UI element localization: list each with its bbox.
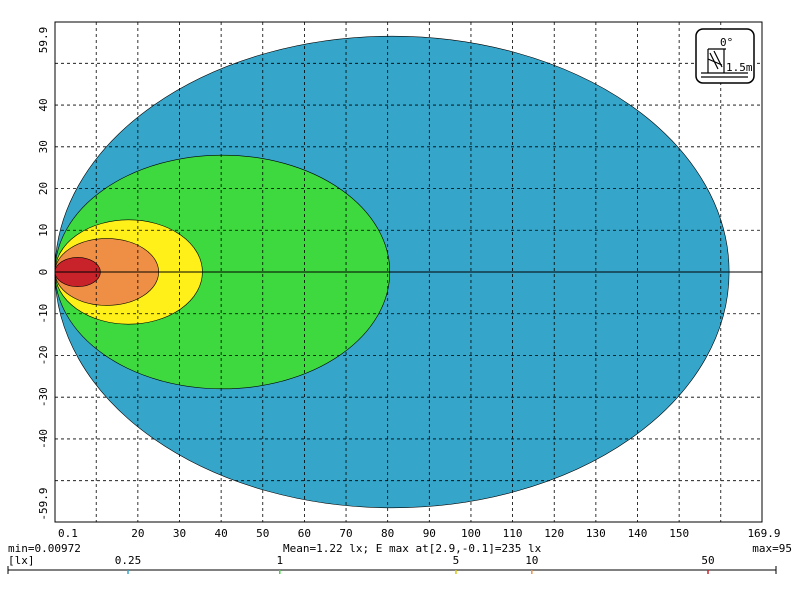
- x-tick-label: 30: [173, 527, 186, 540]
- x-tick-label: 60: [298, 527, 311, 540]
- luminaire-mounting-icon: [701, 48, 748, 78]
- y-tick-label: 0: [37, 269, 50, 276]
- x-tick-label: 169.9: [747, 527, 780, 540]
- scale-mark-label: 0.25: [115, 554, 142, 567]
- y-tick-label: -40: [37, 429, 50, 449]
- scale-mark-label: 50: [701, 554, 714, 567]
- y-tick-label: -30: [37, 387, 50, 407]
- luminaire-height-label: 1.5m: [726, 61, 753, 74]
- x-tick-label: 70: [339, 527, 352, 540]
- luminaire-icon-box: 0° 1.5m: [695, 28, 755, 84]
- mean-label: Mean=1.22 lx; E max at[2.9,-0.1]=235 lx: [283, 542, 542, 555]
- x-tick-label: 40: [215, 527, 228, 540]
- y-tick-label: -20: [37, 346, 50, 366]
- x-tick-label: 110: [503, 527, 523, 540]
- scale-mark-label: 10: [525, 554, 538, 567]
- grid-layer: [55, 22, 762, 522]
- y-tick-labels: 59.9 40 30 20 10 0 -10 -20 -30 -40 -59.9: [37, 27, 50, 521]
- y-tick-label: 30: [37, 140, 50, 153]
- luminaire-angle-label: 0°: [720, 36, 733, 49]
- x-tick-label: 100: [461, 527, 481, 540]
- x-tick-label: 80: [381, 527, 394, 540]
- scale-mark-label: 1: [276, 554, 283, 567]
- y-tick-label: 59.9: [37, 27, 50, 54]
- y-tick-label: -59.9: [37, 487, 50, 520]
- x-tick-label: 120: [544, 527, 564, 540]
- x-tick-label: 20: [131, 527, 144, 540]
- x-tick-label: 50: [256, 527, 269, 540]
- scale-mark-label: 5: [453, 554, 460, 567]
- x-tick-label: 140: [628, 527, 648, 540]
- x-tick-labels: 0.1 20 30 40 50 60 70 80 90 100 110 120 130 140 150 169…: [58, 527, 781, 540]
- y-tick-label: 40: [37, 98, 50, 111]
- x-tick-label: 0.1: [58, 527, 78, 540]
- x-tick-label: 90: [423, 527, 436, 540]
- x-tick-label: 150: [669, 527, 689, 540]
- plot-frame: [54, 21, 763, 523]
- max-label: max=95: [752, 542, 792, 555]
- y-tick-label: -10: [37, 304, 50, 324]
- x-tick-label: 130: [586, 527, 606, 540]
- y-tick-label: 10: [37, 224, 50, 237]
- y-tick-label: 20: [37, 182, 50, 195]
- illuminance-scale: 0.25 1 5 10 50: [7, 554, 777, 574]
- min-label: min=0.00972: [8, 542, 81, 555]
- scale-unit-label: [lx]: [8, 554, 35, 567]
